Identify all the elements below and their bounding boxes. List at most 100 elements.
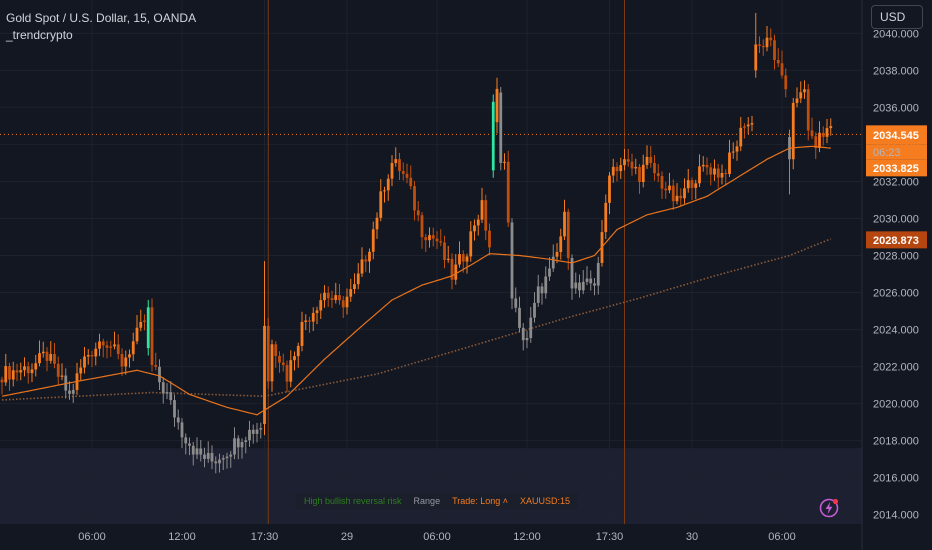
candle-body	[645, 156, 649, 165]
candle-body	[769, 37, 773, 41]
candle-body	[71, 389, 75, 394]
candle-body	[173, 400, 176, 418]
candle-body	[758, 44, 761, 46]
x-tick-label: 17:30	[251, 531, 279, 543]
countdown-tag	[866, 144, 927, 160]
candle-body	[578, 282, 581, 291]
candle-body	[34, 363, 38, 370]
fast-ma-line	[1, 145, 831, 416]
candle-body	[210, 452, 214, 462]
y-tick-label: 2014.000	[873, 510, 919, 522]
candle-body	[116, 344, 120, 355]
candle-body	[551, 256, 555, 269]
candle-body	[446, 258, 450, 260]
candle-body	[746, 124, 750, 127]
candle-body	[443, 242, 446, 260]
candle-body	[484, 200, 488, 231]
candle-body	[476, 219, 480, 226]
candle-body	[101, 341, 105, 346]
candle-body	[150, 307, 154, 366]
candle-body	[41, 351, 45, 354]
y-tick-label: 2038.000	[873, 65, 919, 77]
candle-body	[803, 89, 806, 93]
candle-body	[690, 180, 694, 188]
currency-button[interactable]: USD	[871, 5, 923, 29]
y-tick-label: 2016.000	[873, 473, 919, 485]
candle-body	[394, 159, 398, 163]
candle-body	[390, 162, 394, 179]
candle-body	[266, 325, 270, 382]
indicator-name[interactable]: _trendcrypto	[6, 28, 73, 42]
candle-body	[720, 172, 724, 178]
candle-body	[709, 167, 713, 175]
candle-body	[574, 282, 578, 289]
y-tick-label: 2018.000	[873, 436, 919, 448]
candle-body	[154, 365, 158, 367]
candle-body	[233, 438, 236, 455]
candle-body	[255, 429, 259, 434]
x-tick-label: 06:00	[423, 531, 451, 543]
candle-body	[675, 195, 679, 202]
slow-ma-line	[1, 238, 832, 401]
candle-body	[533, 302, 536, 318]
candles-layer	[0, 12, 833, 474]
candle-body	[611, 166, 615, 176]
candle-body	[68, 390, 71, 394]
chart-title: Gold Spot / U.S. Dollar, 15, OANDA	[6, 11, 197, 25]
candle-body	[229, 454, 233, 457]
y-tick-label: 2026.000	[873, 288, 919, 300]
candle-body	[409, 177, 413, 187]
candle-body	[45, 351, 49, 361]
candle-body	[94, 348, 98, 357]
candle-body	[15, 370, 19, 373]
candle-body	[319, 300, 323, 311]
candle-body	[191, 445, 195, 455]
candle-body	[364, 259, 368, 262]
candle-body	[184, 437, 188, 444]
candle-body	[593, 283, 596, 286]
candle-body	[338, 295, 341, 301]
candle-body	[83, 356, 86, 368]
candle-body	[278, 355, 281, 363]
trade-direction-text: Trade: Long ˄	[452, 496, 509, 506]
candle-body	[285, 365, 289, 382]
candle-body	[761, 45, 765, 48]
candle-body	[514, 298, 518, 308]
candle-body	[244, 440, 248, 442]
candle-body	[791, 102, 795, 160]
mode-text: Range	[413, 496, 441, 506]
candle-body	[656, 173, 660, 176]
candle-body	[585, 278, 589, 282]
slow-ma-layer	[1, 238, 832, 401]
x-tick-label: 17:30	[596, 531, 624, 543]
x-tick-label: 29	[341, 531, 353, 543]
candle-body	[113, 344, 116, 347]
candle-body	[784, 75, 788, 90]
candle-body	[169, 392, 173, 401]
candle-body	[480, 200, 484, 220]
last-price-value: 2034.545	[873, 130, 919, 142]
candle-body	[754, 44, 758, 71]
candle-body	[0, 379, 4, 383]
candle-body	[143, 320, 146, 322]
candle-body	[109, 346, 113, 348]
candle-body	[630, 161, 634, 169]
y-tick-label: 2022.000	[873, 362, 919, 374]
candle-body	[38, 353, 41, 364]
candle-body	[401, 171, 405, 174]
candle-body	[19, 370, 23, 373]
y-tick-label: 2030.000	[873, 213, 919, 225]
candle-body	[56, 363, 60, 377]
candle-body	[461, 254, 465, 262]
candle-body	[49, 354, 53, 361]
candle-body	[274, 344, 278, 356]
candle-body	[4, 366, 8, 383]
candle-body	[604, 202, 608, 233]
lightning-bolt-icon[interactable]	[818, 497, 840, 519]
candle-body	[495, 88, 499, 123]
candle-body	[668, 185, 671, 191]
candle-body	[469, 231, 473, 257]
candle-body	[158, 366, 161, 383]
fast-ma-layer	[1, 145, 831, 416]
